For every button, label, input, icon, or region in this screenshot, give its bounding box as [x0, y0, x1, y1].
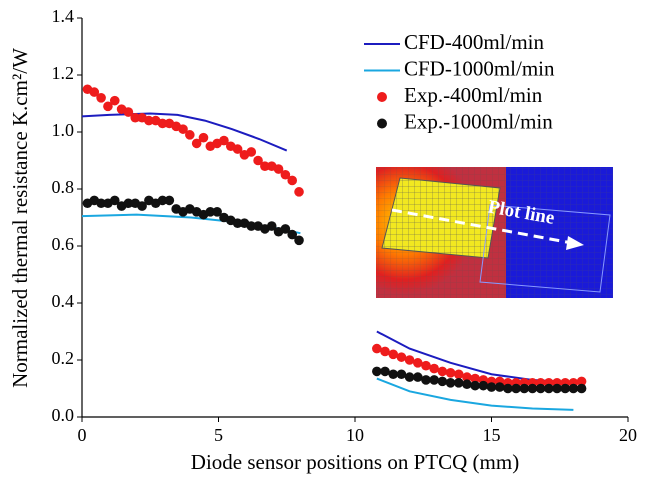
data-point [446, 378, 456, 388]
data-point [454, 369, 464, 379]
data-point [388, 369, 398, 379]
legend-label: CFD-400ml/min [404, 30, 545, 54]
data-point [552, 384, 562, 394]
data-point [462, 379, 472, 389]
data-point [372, 344, 382, 354]
y-tick-label: 0.4 [52, 291, 75, 311]
data-point [577, 384, 587, 394]
data-point [503, 384, 513, 394]
data-point [413, 358, 423, 368]
data-point [421, 361, 431, 371]
data-point [446, 368, 456, 378]
y-tick-label: 1.2 [52, 63, 75, 83]
data-point [569, 384, 579, 394]
data-point [438, 377, 448, 387]
data-point [388, 350, 398, 360]
data-point [405, 355, 415, 365]
data-point [96, 93, 106, 103]
y-tick-label: 0.0 [52, 405, 75, 425]
data-point [397, 352, 407, 362]
data-point [544, 384, 554, 394]
y-tick-label: 0.8 [52, 177, 75, 197]
x-tick-label: 0 [78, 425, 87, 445]
legend-swatch [377, 92, 387, 102]
data-point [199, 133, 209, 143]
legend-label: Exp.-400ml/min [404, 83, 543, 107]
y-tick-label: 0.6 [52, 234, 75, 254]
data-point [372, 367, 382, 377]
data-point [413, 372, 423, 382]
chart: Plot line Diode sensor positions on PTCQ… [0, 0, 652, 481]
y-tick-label: 1.4 [52, 6, 75, 26]
legend-label: Exp.-1000ml/min [404, 109, 553, 133]
legend-swatch [377, 119, 387, 129]
data-point [511, 384, 521, 394]
data-point [454, 378, 464, 388]
data-point [487, 382, 497, 392]
data-point [287, 176, 297, 186]
data-point [429, 375, 439, 385]
data-point [495, 382, 505, 392]
data-point [429, 364, 439, 374]
data-point [405, 372, 415, 382]
data-point [536, 384, 546, 394]
inset-image: Plot line [376, 167, 613, 298]
x-tick-label: 15 [483, 425, 501, 445]
data-point [380, 347, 390, 357]
data-point [438, 367, 448, 377]
x-tick-label: 10 [346, 425, 364, 445]
data-point [519, 384, 529, 394]
data-point [528, 384, 538, 394]
x-tick-label: 20 [619, 425, 637, 445]
data-point [294, 236, 304, 246]
data-point [397, 369, 407, 379]
data-point [294, 187, 304, 197]
data-point [110, 96, 120, 106]
data-point [185, 130, 195, 140]
y-tick-label: 1.0 [52, 120, 75, 140]
x-tick-label: 5 [214, 425, 223, 445]
data-point [560, 384, 570, 394]
x-axis-label: Diode sensor positions on PTCQ (mm) [191, 450, 519, 474]
y-tick-label: 0.2 [52, 348, 75, 368]
data-point [246, 147, 256, 157]
legend-label: CFD-1000ml/min [404, 56, 555, 80]
data-point [470, 381, 480, 391]
data-point [380, 367, 390, 377]
data-point [479, 381, 489, 391]
data-point [165, 196, 175, 206]
y-axis-label: Normalized thermal resistance K.cm²/W [8, 48, 32, 388]
data-point [421, 375, 431, 385]
